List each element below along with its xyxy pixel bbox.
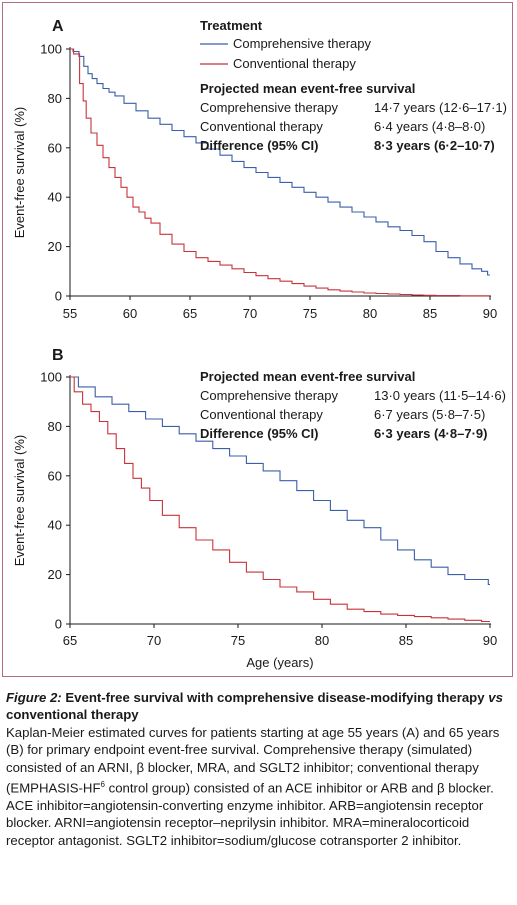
panel-letter: A <box>52 18 64 35</box>
panel-letter: B <box>52 347 64 364</box>
comprehensive-curve <box>70 376 490 586</box>
conventional-curve <box>70 376 490 623</box>
caption-title: Figure 2: Event-free survival with compr… <box>6 689 511 724</box>
y-tick-label: 20 <box>48 567 62 582</box>
x-tick-label: 75 <box>303 306 317 321</box>
x-axis-title: Age (years) <box>246 655 313 670</box>
x-tick-label: 90 <box>483 306 497 321</box>
y-tick-label: 60 <box>48 468 62 483</box>
caption-title-part2: conventional therapy <box>6 707 139 723</box>
y-tick-label: 100 <box>40 370 62 385</box>
legend-label: Conventional therapy <box>233 56 356 71</box>
figure-caption: Figure 2: Event-free survival with compr… <box>6 689 511 849</box>
y-tick-label: 100 <box>40 42 62 57</box>
annotation-row-value: 14·7 years (12·6–17·1) <box>374 100 507 115</box>
annotation-title: Projected mean event-free survival <box>200 81 415 96</box>
panel-a-chart: A 0 20 40 60 80 100 55 60 65 70 75 80 85 90 Event-free … <box>12 18 507 321</box>
legend-title: Treatment <box>200 18 263 33</box>
x-tick-label: 55 <box>63 306 77 321</box>
x-tick-label: 85 <box>399 633 413 648</box>
annotation-row-label: Comprehensive therapy <box>200 388 339 403</box>
comprehensive-curve <box>70 48 490 276</box>
caption-reference: 6 <box>100 780 105 790</box>
annotation-row-value: 6·4 years (4·8–8·0) <box>374 119 485 134</box>
x-tick-label: 65 <box>183 306 197 321</box>
y-axis-title: Event-free survival (%) <box>12 107 27 238</box>
caption-title-vs: vs <box>488 690 503 705</box>
panel-b-chart: B 0 20 40 60 80 100 65 70 75 80 85 90 Event-free surv… <box>12 347 506 670</box>
x-tick-label: 80 <box>363 306 377 321</box>
figure-charts: A 0 20 40 60 80 100 55 60 65 70 75 80 85 90 Event-free … <box>12 18 507 670</box>
conventional-curve <box>70 48 490 297</box>
annotation-row-label: Conventional therapy <box>200 119 323 134</box>
annotation-row-label: Conventional therapy <box>200 407 323 422</box>
y-tick-label: 0 <box>55 289 62 304</box>
annotation-row-label: Difference (95% CI) <box>200 138 318 153</box>
annotation-title: Projected mean event-free survival <box>200 369 415 384</box>
legend-label: Comprehensive therapy <box>233 36 372 51</box>
y-axis-title: Event-free survival (%) <box>12 435 27 566</box>
caption-body: Kaplan-Meier estimated curves for patien… <box>6 724 511 849</box>
caption-body-2: control group) consisted of an ACE inhib… <box>6 780 494 848</box>
x-tick-label: 85 <box>423 306 437 321</box>
y-tick-label: 20 <box>48 239 62 254</box>
annotation-row-value: 8·3 years (6·2–10·7) <box>374 138 495 153</box>
y-tick-label: 40 <box>48 518 62 533</box>
x-tick-label: 60 <box>123 306 137 321</box>
y-tick-label: 80 <box>48 419 62 434</box>
caption-body-1: Kaplan-Meier estimated curves for patien… <box>6 724 500 796</box>
y-tick-label: 80 <box>48 91 62 106</box>
y-tick-label: 0 <box>55 617 62 632</box>
annotation-row-value: 6·3 years (4·8–7·9) <box>374 426 487 441</box>
annotation-row-value: 6·7 years (5·8–7·5) <box>374 407 485 422</box>
x-tick-label: 90 <box>483 633 497 648</box>
y-tick-label: 40 <box>48 190 62 205</box>
figure-panel-frame <box>2 2 513 677</box>
annotation-row-value: 13·0 years (11·5–14·6) <box>374 388 506 403</box>
x-tick-label: 75 <box>231 633 245 648</box>
x-tick-label: 70 <box>147 633 161 648</box>
annotation-row-label: Comprehensive therapy <box>200 100 339 115</box>
y-tick-label: 60 <box>48 140 62 155</box>
annotation-row-label: Difference (95% CI) <box>200 426 318 441</box>
x-tick-label: 70 <box>243 306 257 321</box>
caption-figure-number: Figure 2: <box>6 690 62 705</box>
x-tick-label: 65 <box>63 633 77 648</box>
x-tick-label: 80 <box>315 633 329 648</box>
caption-title-part1: Event-free survival with comprehensive d… <box>61 690 489 705</box>
